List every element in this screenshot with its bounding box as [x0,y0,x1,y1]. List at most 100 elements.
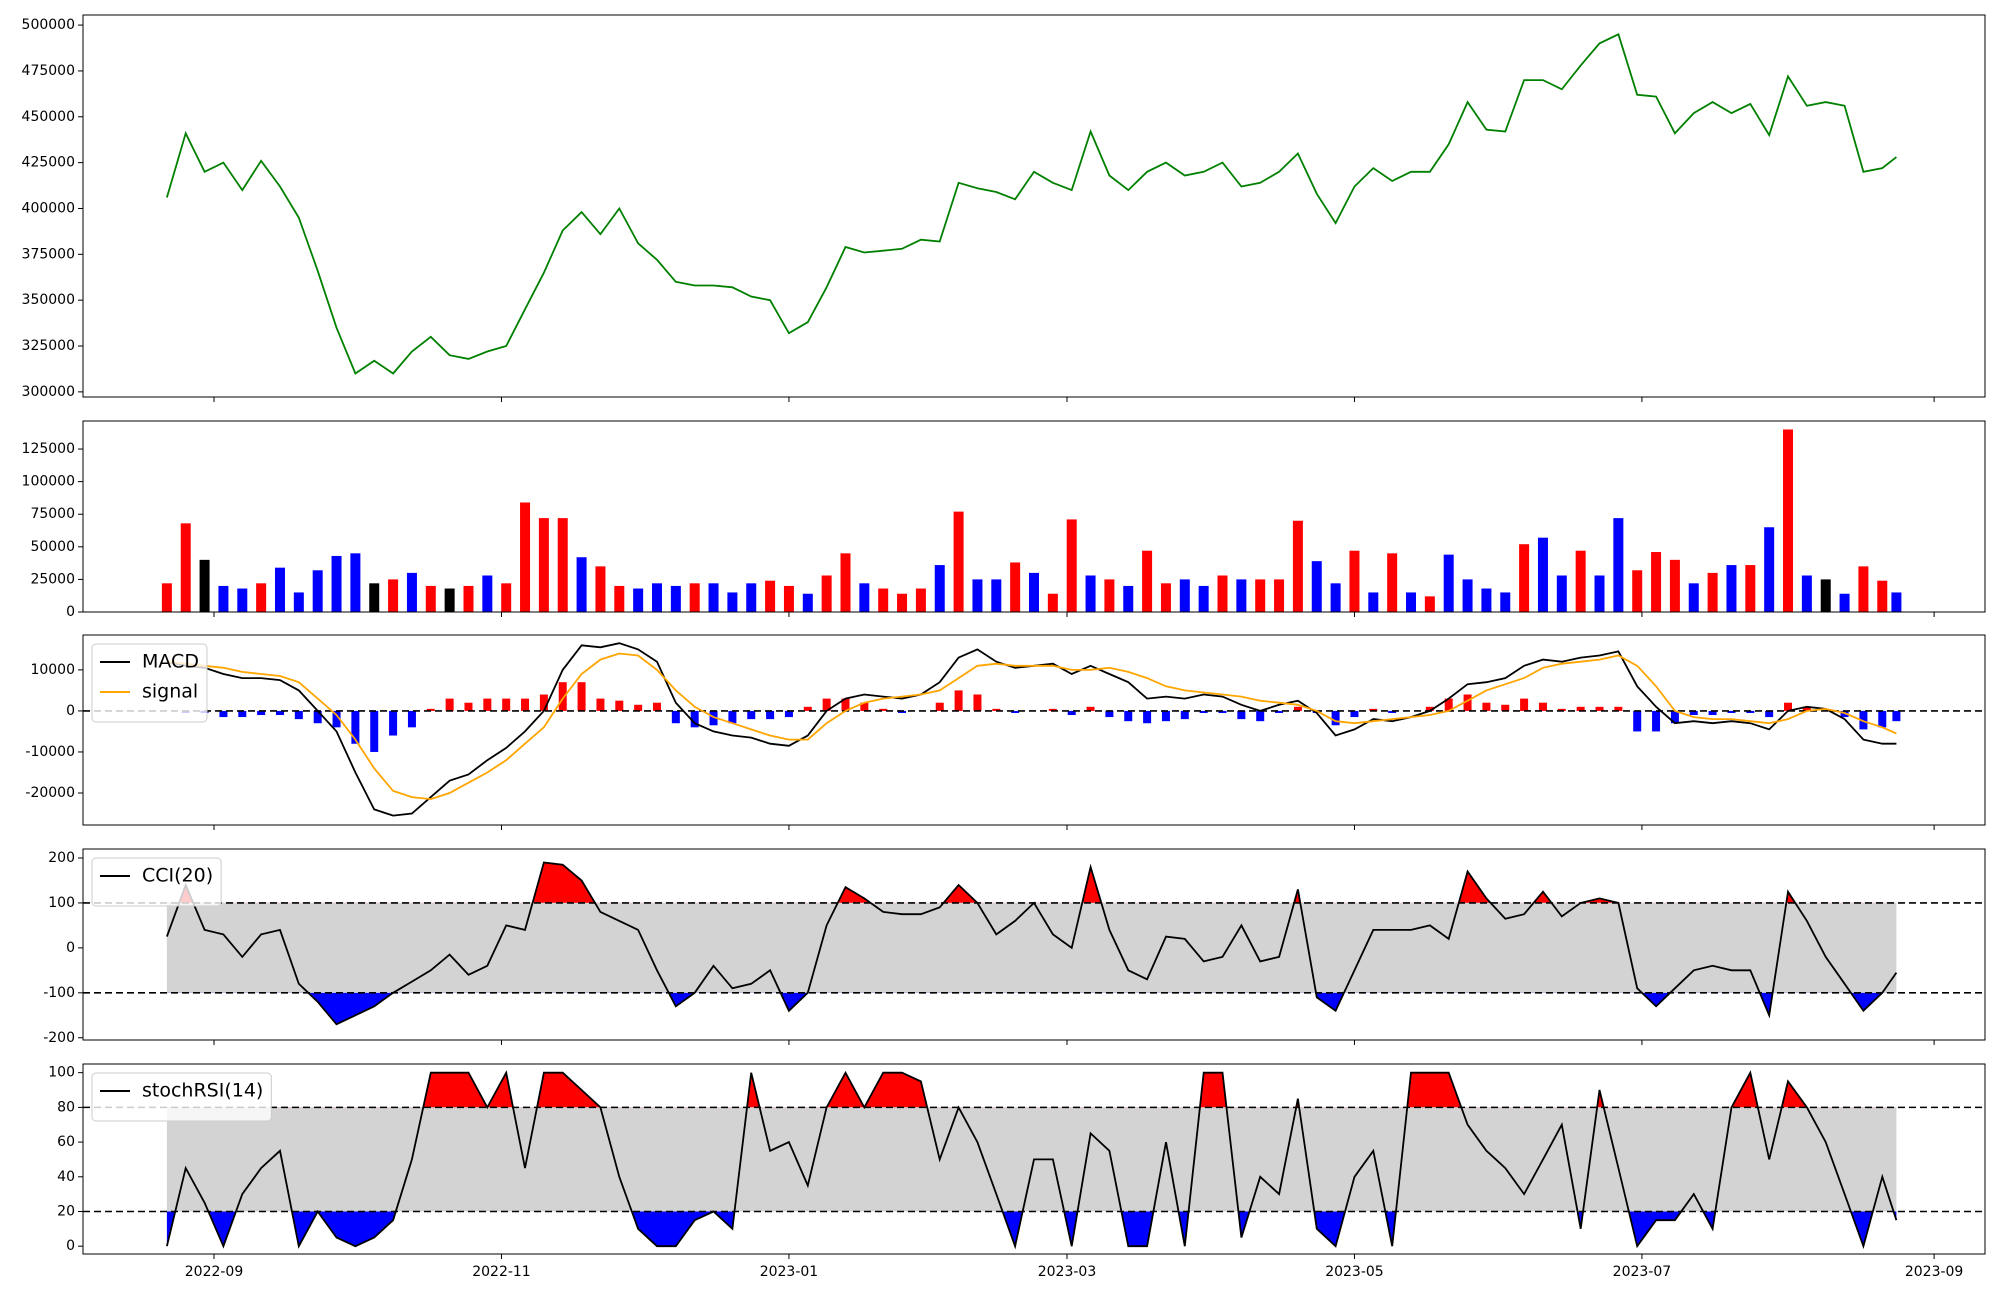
histogram-bar [577,682,586,711]
panel-frame [82,848,1986,1041]
histogram-bar [1765,710,1774,718]
histogram-bar [1048,708,1057,711]
histogram-bar [671,710,680,724]
volume-bar [1406,592,1417,612]
histogram-bar [1482,702,1491,711]
volume-bar [878,588,889,612]
volume-bar [991,579,1002,612]
histogram-bar [275,710,284,716]
y-tick-label: 350000 [22,292,75,308]
volume-bar [1688,583,1699,612]
volume-bar [1311,561,1322,612]
histogram-bar [1633,710,1642,732]
volume-bar [1217,575,1228,612]
volume-bar [237,588,248,612]
volume-bar [1801,575,1812,612]
histogram-bar [879,708,888,711]
volume-bar [783,585,794,612]
histogram-bar [1557,708,1566,711]
volume-bar [1764,527,1775,612]
panel-frame [82,14,1986,398]
legend-label: stochRSI(14) [142,1080,263,1102]
histogram-bar [1388,710,1397,713]
histogram-bar [822,698,831,711]
histogram-bar [898,710,907,713]
histogram-bar [370,710,379,752]
overbought-fill [166,862,1897,903]
histogram-bar [709,710,718,726]
histogram-bar [1538,702,1547,711]
histogram-bar [351,710,360,744]
volume-bar [727,592,738,612]
histogram-bar [1840,710,1849,718]
histogram-bar [992,708,1001,711]
x-tick-label: 2023-05 [1325,1264,1384,1280]
volume-bar [463,585,474,612]
volume-bar [1010,562,1021,612]
histogram-bar [634,704,643,711]
volume-bar [1783,429,1794,612]
volume-bar [576,557,587,612]
histogram-bar [1892,710,1901,722]
volume-bar [1123,585,1134,612]
y-tick-label: 100 [48,895,75,911]
volume-bar [520,502,531,612]
volume-bar [1707,572,1718,612]
volume-bar [1292,520,1303,612]
volume-bar [934,565,945,612]
volume-bar [595,566,606,612]
histogram-bar [1350,710,1359,718]
oversold-fill [166,1211,1897,1247]
volume-bar [1274,579,1285,612]
volume-bar [1839,593,1850,612]
volume-bar [651,583,662,612]
volume-bar [953,511,964,612]
volume-bar [218,585,229,612]
histogram-bar [389,710,398,736]
histogram-bar [935,702,944,711]
series-line [166,1070,1898,1250]
x-tick-label: 2022-11 [472,1264,531,1280]
volume-bar [482,575,493,612]
histogram-bar [803,706,812,711]
legend-box [91,857,222,907]
volume-bar [1745,565,1756,612]
histogram-bar [841,698,850,711]
y-tick-label: 450000 [22,109,75,125]
histogram-bar [1689,710,1698,716]
histogram-bar [1011,710,1020,713]
volume-bar [614,585,625,612]
histogram-bar [1218,710,1227,713]
y-tick-label: -200 [43,1030,75,1046]
panel-frame [82,1063,1986,1255]
volume-bar [1029,572,1039,612]
histogram-bar [558,682,567,711]
histogram-bar [1595,706,1604,711]
volume-bar [765,580,776,612]
volume-bar [1500,592,1511,612]
volume-bar [1820,579,1831,612]
volume-bar [538,518,549,612]
panel-frame [82,634,1986,826]
histogram-bar [1652,710,1661,732]
y-tick-label: 425000 [22,155,75,171]
y-tick-label: 0 [66,604,75,620]
volume-bar [274,567,285,612]
volume-bar [1726,565,1737,612]
histogram-bar [1463,694,1472,711]
volume-bar [1330,583,1341,612]
series-line [166,861,1898,1026]
histogram-bar [1124,710,1133,722]
y-tick-label: -20000 [25,785,75,801]
volume-bar [1443,554,1454,612]
histogram-bar [332,710,341,728]
y-tick-label: 475000 [22,63,75,79]
y-tick-label: 100 [48,1065,75,1081]
histogram-bar [539,694,548,711]
series-line [166,33,1897,375]
histogram-bar [1369,708,1378,711]
volume-bar [802,593,813,612]
volume-bar [1368,592,1379,612]
volume-bar [350,553,361,612]
